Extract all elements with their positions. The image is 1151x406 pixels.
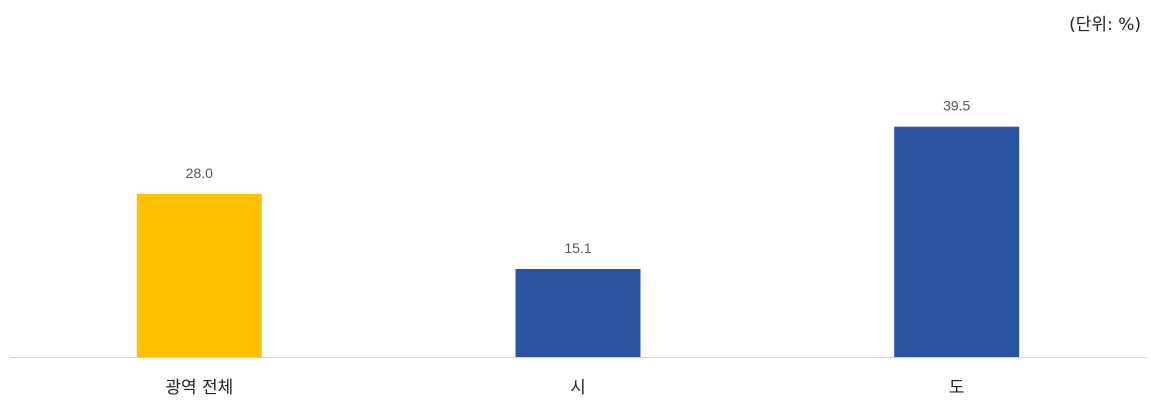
labels-group: 28.0 광역 전체 15.1 시 39.5 도 bbox=[165, 98, 970, 398]
bars-group bbox=[136, 126, 1020, 357]
category-label-1: 광역 전체 bbox=[165, 378, 233, 398]
data-label-3: 39.5 bbox=[943, 98, 970, 114]
category-label-3: 도 bbox=[949, 378, 965, 398]
bar-3 bbox=[894, 126, 1020, 357]
data-label-2: 15.1 bbox=[564, 240, 591, 256]
bar-1 bbox=[136, 193, 262, 357]
data-label-1: 28.0 bbox=[186, 165, 213, 181]
bar-2 bbox=[515, 269, 641, 357]
unit-label: (단위: %) bbox=[1069, 15, 1141, 35]
category-label-2: 시 bbox=[570, 378, 586, 398]
